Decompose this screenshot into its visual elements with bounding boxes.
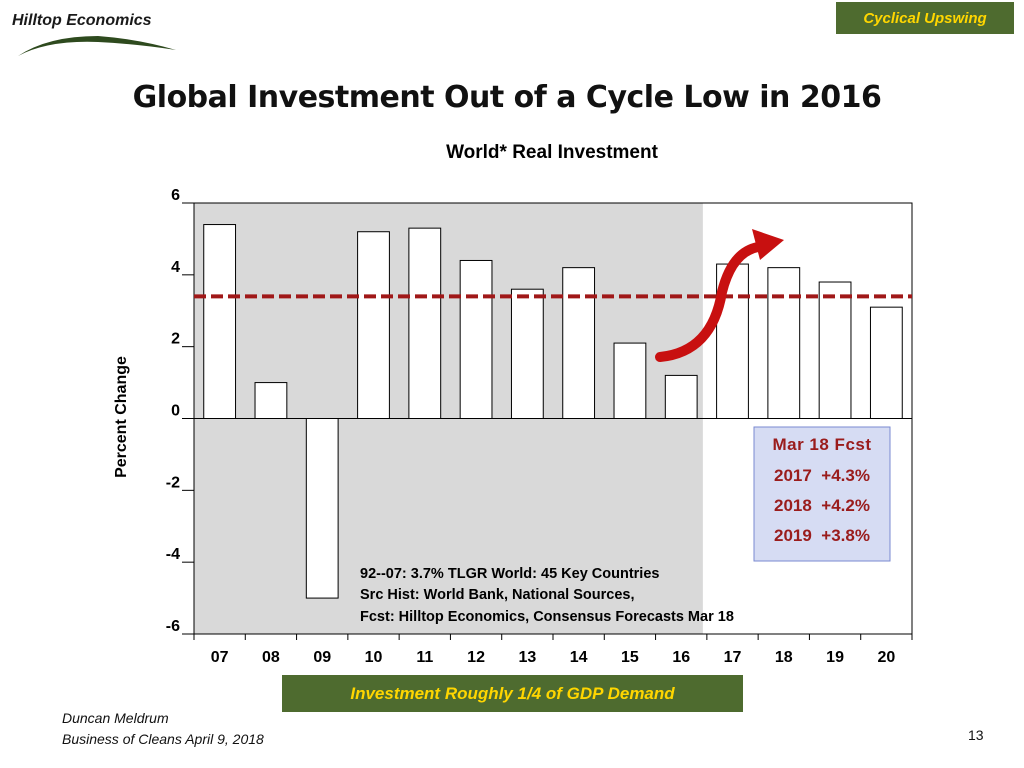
footer-banner: Investment Roughly 1/4 of GDP Demand	[282, 675, 743, 712]
logo-swoosh-icon	[18, 36, 176, 56]
y-tick-label: -2	[166, 474, 180, 491]
chart-note: 92--07: 3.7% TLGR World: 45 Key Countrie…	[360, 566, 659, 582]
x-tick-label: 15	[621, 649, 639, 666]
author-block: Duncan Meldrum Business of Cleans April …	[62, 708, 264, 750]
forecast-box-title: Mar 18 Fcst	[772, 435, 871, 454]
y-tick-label: 0	[171, 403, 180, 420]
bar-13	[510, 288, 544, 420]
upswing-arrowhead-icon	[752, 229, 784, 260]
x-tick-label: 12	[467, 649, 485, 666]
x-tick-label: 08	[262, 649, 280, 666]
slide-title: Global Investment Out of a Cycle Low in …	[132, 80, 882, 115]
y-tick-label: -6	[166, 618, 180, 635]
chart-note: Fcst: Hilltop Economics, Consensus Forec…	[360, 609, 734, 625]
x-tick-label: 19	[826, 649, 844, 666]
forecast-line: 2017 +4.3%	[774, 466, 870, 485]
bar-09	[305, 418, 339, 599]
logo-text: Hilltop Economics	[12, 12, 152, 29]
x-tick-label: 16	[672, 649, 690, 666]
bar-15	[613, 342, 647, 420]
y-tick-label: 4	[171, 259, 180, 276]
y-axis-label: Percent Change	[113, 356, 130, 478]
bar-07	[203, 224, 237, 419]
forecast-box	[753, 426, 891, 562]
bar-18	[767, 267, 801, 419]
x-tick-label: 20	[877, 649, 895, 666]
forecast-line: 2019 +3.8%	[774, 526, 870, 545]
chart-note: Src Hist: World Bank, National Sources,	[360, 587, 635, 603]
x-tick-label: 09	[313, 649, 331, 666]
bar-08	[254, 382, 288, 420]
x-tick-label: 17	[724, 649, 742, 666]
bar-16	[664, 374, 698, 419]
investment-bar-chart: World* Real Investment Percent Change 6 4…	[113, 142, 913, 666]
x-tick-label: 14	[570, 649, 588, 666]
x-tick-label: 11	[416, 649, 433, 666]
x-tick-label: 10	[365, 649, 383, 666]
page-number: 13	[968, 727, 984, 743]
chart-title: World* Real Investment	[446, 142, 659, 163]
author-name: Duncan Meldrum	[62, 710, 169, 726]
upswing-arrow-icon	[655, 242, 763, 362]
section-badge: Cyclical Upswing	[836, 2, 1014, 34]
bar-20	[869, 306, 903, 419]
company-logo: Hilltop Economics	[8, 6, 183, 61]
y-tick-label: -4	[166, 546, 180, 563]
y-tick-label: 2	[171, 331, 180, 348]
bar-11	[408, 227, 442, 419]
bar-10	[357, 231, 390, 419]
bar-19	[818, 281, 852, 419]
bar-14	[562, 267, 596, 419]
forecast-line: 2018 +4.2%	[774, 496, 870, 515]
x-tick-label: 18	[775, 649, 793, 666]
x-tick-label: 13	[518, 649, 536, 666]
author-event: Business of Cleans April 9, 2018	[62, 731, 264, 747]
x-tick-label: 07	[211, 649, 229, 666]
y-tick-label: 6	[171, 187, 180, 204]
bar-12	[459, 259, 493, 420]
